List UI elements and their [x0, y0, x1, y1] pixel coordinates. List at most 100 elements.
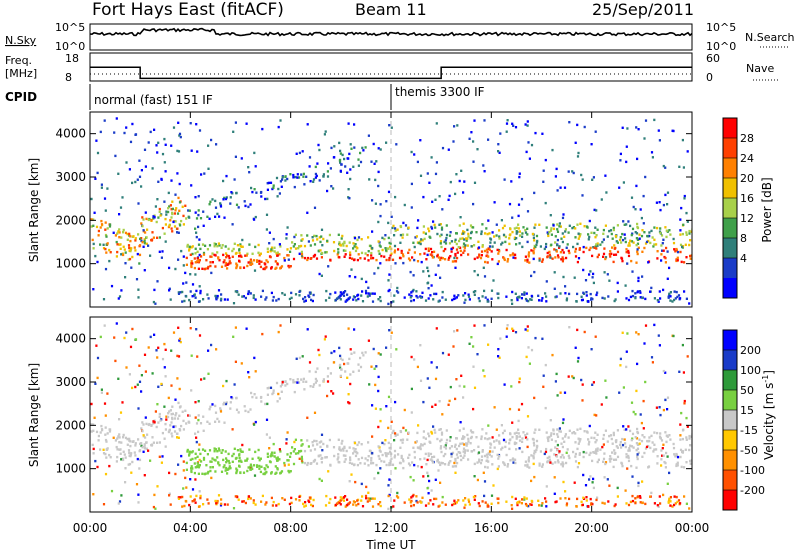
velocity-cell	[194, 401, 197, 404]
power-cell	[244, 204, 247, 208]
power-cell	[469, 224, 473, 227]
power-cell	[664, 256, 667, 260]
velocity-cell	[656, 504, 659, 507]
velocity-cell	[448, 461, 451, 464]
velocity-cell	[367, 339, 370, 342]
velocity-cell	[392, 429, 395, 433]
power-cell	[563, 235, 566, 238]
velocity-cell	[568, 497, 571, 501]
velocity-cell	[145, 447, 148, 450]
velocity-cell	[292, 450, 295, 453]
velocity-cell	[163, 405, 166, 408]
velocity-cell	[680, 411, 683, 415]
power-cell	[164, 143, 167, 146]
velocity-cell	[355, 504, 358, 507]
velocity-cell	[300, 458, 304, 461]
power-cell	[177, 231, 180, 234]
velocity-cell	[288, 502, 291, 506]
power-cell	[628, 242, 631, 245]
power-cell	[411, 290, 414, 293]
velocity-cell	[387, 426, 390, 430]
power-cell	[649, 290, 652, 293]
power-cell	[431, 256, 434, 259]
power-cell	[245, 122, 248, 125]
power-cell	[459, 246, 462, 249]
velocity-cell	[387, 484, 390, 487]
velocity-cell	[440, 431, 444, 434]
power-cell	[425, 258, 428, 261]
power-cell	[216, 212, 219, 216]
power-cell	[491, 258, 494, 261]
velocity-cell	[349, 382, 352, 386]
velocity-cell	[433, 428, 436, 432]
velocity-cell	[627, 503, 631, 507]
power-cell	[653, 238, 656, 241]
velocity-cell	[155, 425, 158, 429]
power-cell	[273, 246, 276, 249]
power-cell	[364, 289, 368, 293]
power-cell	[158, 210, 161, 214]
velocity-cell	[513, 432, 516, 435]
velocity-cell	[621, 437, 624, 441]
power-cell	[601, 240, 604, 244]
velocity-cell	[526, 325, 529, 328]
velocity-cell	[348, 461, 351, 465]
power-cell	[625, 223, 628, 226]
velocity-cell	[381, 441, 384, 445]
colorbar-tick-label: 8	[740, 232, 747, 245]
velocity-cell	[216, 499, 219, 503]
freq-tick-low: 8	[65, 71, 72, 84]
velocity-cell	[149, 335, 152, 339]
velocity-cell	[477, 445, 480, 448]
velocity-cell	[228, 467, 231, 470]
velocity-cell	[214, 411, 218, 414]
velocity-cell	[201, 472, 204, 475]
power-cell	[563, 186, 567, 189]
power-cell	[234, 121, 237, 124]
power-cell	[128, 257, 132, 261]
velocity-cell	[113, 336, 116, 339]
power-cell	[367, 250, 370, 253]
power-cell	[515, 232, 518, 235]
velocity-cell	[478, 460, 481, 463]
power-cell	[568, 121, 571, 124]
velocity-cell	[137, 438, 140, 441]
power-cell	[297, 176, 301, 179]
velocity-cell	[399, 438, 402, 442]
power-cell	[90, 197, 93, 201]
colorbar-swatch	[723, 330, 737, 351]
velocity-cell	[517, 432, 520, 435]
power-cell	[383, 255, 386, 258]
velocity-cell	[484, 501, 487, 504]
power-cell	[532, 252, 535, 255]
power-cell	[523, 293, 526, 296]
velocity-cell	[536, 444, 539, 448]
power-cell	[527, 141, 530, 144]
velocity-cell	[216, 450, 219, 453]
power-cell	[279, 267, 282, 270]
power-cell	[287, 258, 290, 261]
power-cell	[118, 228, 121, 231]
velocity-cell	[110, 489, 114, 493]
date-title: 25/Sep/2011	[592, 0, 694, 19]
power-cell	[196, 250, 199, 253]
power-cell	[394, 195, 397, 199]
velocity-cell	[304, 501, 307, 504]
power-cell	[275, 176, 279, 180]
power-cell	[139, 237, 142, 241]
velocity-cell	[92, 447, 95, 451]
power-cell	[354, 249, 358, 253]
velocity-cell	[328, 438, 331, 442]
power-cell	[225, 196, 228, 199]
velocity-cell	[123, 336, 126, 340]
power-cell	[265, 296, 268, 299]
velocity-cell	[138, 364, 141, 367]
power-cell	[147, 244, 150, 247]
power-cell	[356, 258, 359, 262]
velocity-cell	[181, 495, 184, 499]
velocity-cell	[253, 356, 256, 360]
power-cell	[596, 228, 599, 231]
velocity-cell	[434, 403, 437, 406]
velocity-cell	[286, 453, 289, 456]
